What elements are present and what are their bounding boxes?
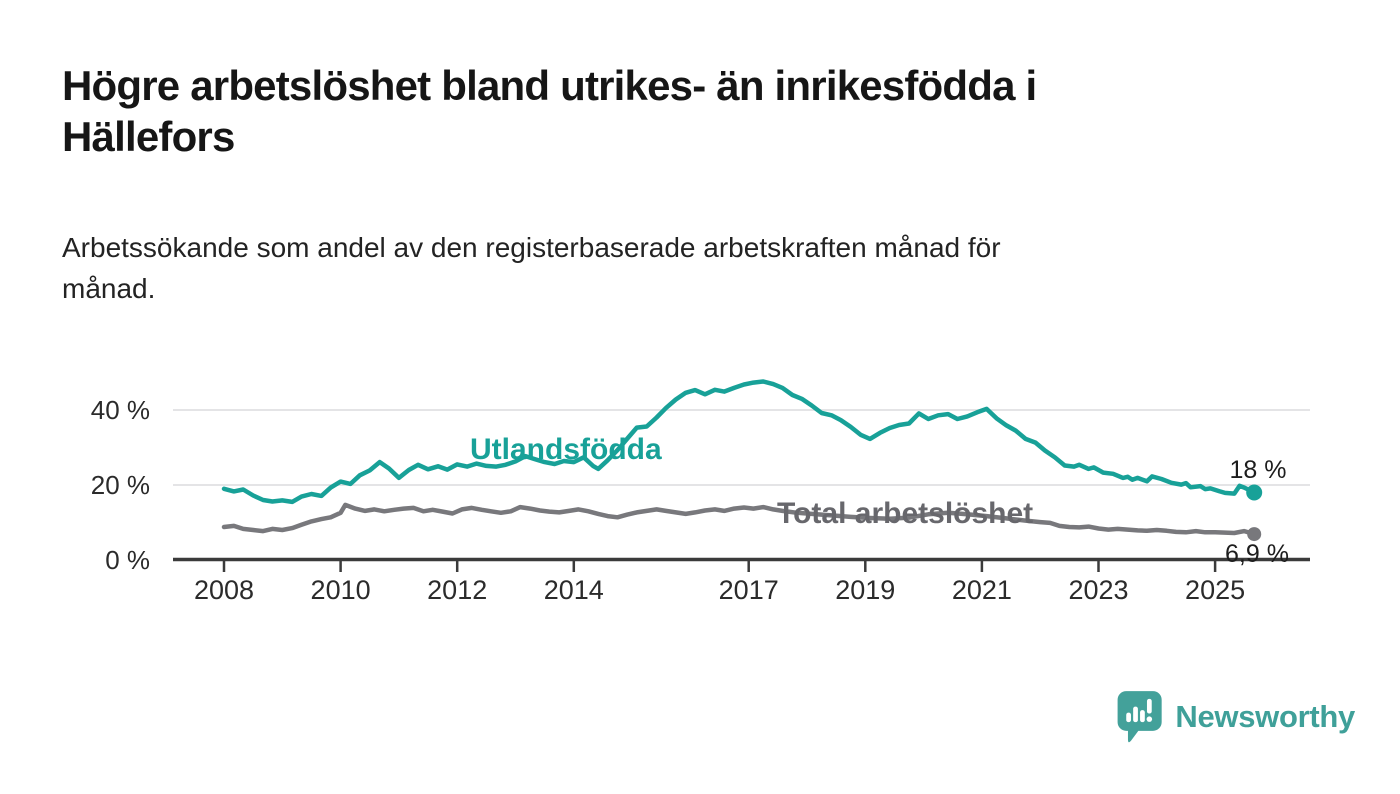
page-title: Högre arbetslöshet bland utrikes- än inr…	[62, 60, 1342, 162]
y-axis-tick-labels: 0 % 20 % 40 %	[91, 395, 150, 575]
line-total-arbetsl-shet	[221, 502, 1257, 537]
line-utlandsf-dda	[221, 379, 1257, 505]
series-lines	[221, 379, 1257, 537]
x-axis	[173, 557, 1310, 572]
end-value-label-utlandsfodda: 18 %	[1230, 456, 1287, 484]
exclamation-bar	[1146, 698, 1152, 714]
series-label-utlandsfodda: Utlandsfödda	[470, 433, 662, 466]
chart-subtitle: Arbetssökande som andel av den registerb…	[62, 227, 1342, 309]
series-label-total-arbetsloshet: Total arbetslöshet	[777, 497, 1033, 530]
y-tick-label-40: 40 %	[91, 395, 150, 425]
page-title-line1: Högre arbetslöshet bland utrikes- än inr…	[62, 62, 1037, 109]
x-tick-label-2012: 2012	[427, 575, 487, 605]
bar-2	[1133, 706, 1138, 723]
end-dot-total-arbetsl-shet	[1247, 527, 1262, 542]
x-axis-tick-labels: 2008 2010 2012 2014 2017 2019 2021 2023 2025	[194, 575, 1245, 605]
end-value-label-total: 6,9 %	[1225, 540, 1289, 568]
chart-subtitle-line2: månad.	[62, 273, 156, 304]
x-tick-label-2014: 2014	[544, 575, 604, 605]
speech-bubble-shape	[1117, 691, 1162, 743]
page-title-line2: Hällefors	[62, 113, 235, 160]
x-tick-label-2021: 2021	[952, 575, 1012, 605]
newsworthy-logo-icon	[1117, 691, 1162, 743]
x-tick-label-2019: 2019	[835, 575, 895, 605]
bar-3	[1140, 710, 1145, 723]
newsworthy-logo: Newsworthy	[1115, 685, 1355, 749]
gridlines	[173, 409, 1310, 486]
x-tick-label-2017: 2017	[719, 575, 779, 605]
newsworthy-wordmark: Newsworthy	[1175, 699, 1355, 734]
x-tick-label-2008: 2008	[194, 575, 254, 605]
x-tick-label-2025: 2025	[1185, 575, 1245, 605]
end-dot-utlandsf-dda	[1246, 484, 1263, 501]
y-tick-label-0: 0 %	[105, 545, 150, 575]
series-end-dots	[1246, 484, 1263, 542]
x-tick-label-2010: 2010	[311, 575, 371, 605]
unemployment-line-chart: 0 % 20 % 40 % 2008 2010 2012 2014 2017 2019 2021…	[91, 379, 1310, 605]
x-tick-label-2023: 2023	[1068, 575, 1128, 605]
exclamation-dot	[1146, 716, 1153, 722]
y-tick-label-20: 20 %	[91, 470, 150, 500]
chart-subtitle-line1: Arbetssökande som andel av den registerb…	[62, 232, 1001, 263]
bar-1	[1126, 712, 1131, 723]
